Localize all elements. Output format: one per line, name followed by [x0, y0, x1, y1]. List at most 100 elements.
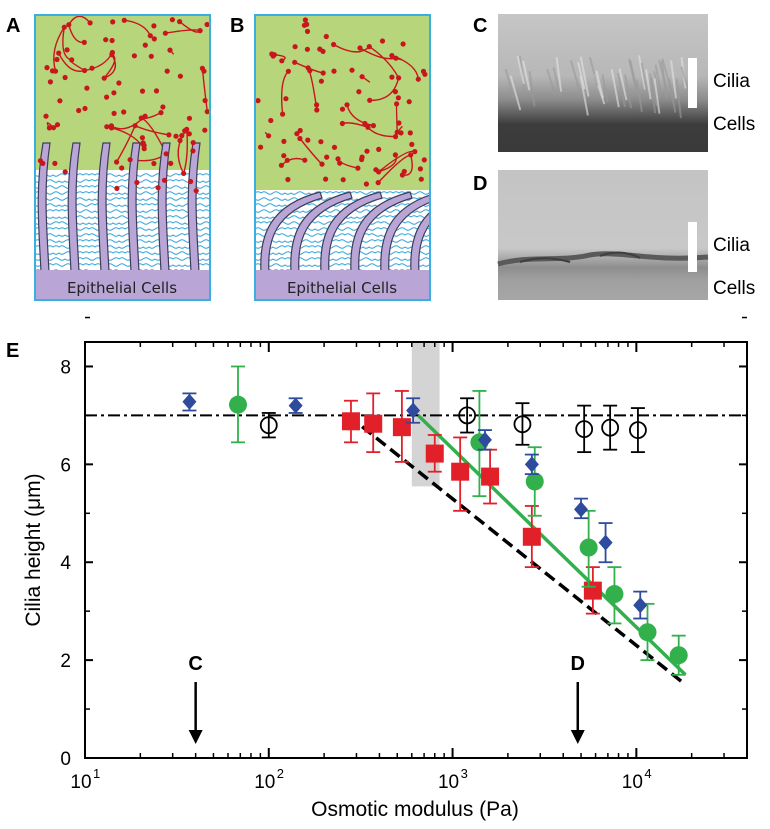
- cilium: [187, 142, 201, 273]
- crosslink: [201, 68, 207, 74]
- pcl-wave: [35, 233, 210, 237]
- crosslink: [376, 169, 382, 175]
- crosslink: [66, 22, 72, 28]
- cilia-texture: [509, 75, 522, 111]
- crosslink: [392, 89, 398, 95]
- cilia-texture: [653, 71, 661, 99]
- cilia-texture: [569, 60, 581, 91]
- crosslink: [190, 140, 196, 146]
- data-point-square: [481, 467, 500, 486]
- crosslink: [320, 70, 326, 76]
- pcl-wave: [255, 263, 430, 267]
- data-point-square: [451, 462, 470, 481]
- y-tick-label: 6: [60, 455, 71, 476]
- crosslink: [255, 98, 261, 104]
- crosslink: [147, 33, 153, 39]
- crosslink: [281, 138, 287, 144]
- crosslink: [134, 179, 140, 186]
- crosslink: [392, 152, 398, 158]
- crosslink: [294, 131, 300, 137]
- y-tick-label: 0: [60, 749, 71, 770]
- crosslink: [285, 68, 291, 74]
- crosslink: [188, 178, 194, 185]
- cilium: [320, 191, 383, 273]
- crosslink: [339, 120, 345, 127]
- x-axis-label: Osmotic modulus (Pa): [311, 798, 519, 821]
- crosslink: [151, 160, 157, 167]
- crosslink: [140, 140, 146, 146]
- x-tick-label: 10: [438, 772, 459, 793]
- data-point-diamond: [524, 456, 539, 473]
- crosslink: [258, 144, 264, 150]
- crosslink: [394, 101, 400, 107]
- pcl-wave: [255, 221, 430, 225]
- crosslink: [281, 153, 287, 159]
- x-tick-label: 10: [254, 772, 275, 793]
- error-bar: [630, 407, 645, 454]
- polymer-strand: [103, 54, 117, 79]
- cilium: [67, 142, 81, 273]
- crosslink: [395, 95, 401, 101]
- crosslink: [132, 123, 138, 129]
- crosslink: [284, 157, 290, 163]
- crosslink: [168, 160, 174, 166]
- pcl-wave: [35, 221, 210, 225]
- crosslink: [323, 176, 329, 182]
- cilium: [410, 211, 430, 273]
- cilia-texture: [670, 60, 677, 99]
- crosslink: [109, 52, 115, 58]
- polymer-strand: [369, 77, 400, 102]
- data-point-square: [522, 527, 541, 546]
- crosslink: [344, 102, 350, 108]
- cilia-texture: [579, 76, 589, 116]
- crosslink: [186, 115, 193, 121]
- cilia-texture: [635, 79, 643, 113]
- cilia-texture: [638, 55, 646, 90]
- cilia-texture: [522, 60, 531, 91]
- data-point-open-circle: [601, 418, 620, 437]
- crosslink: [61, 24, 67, 30]
- crosslink: [297, 135, 303, 142]
- crosslink: [370, 123, 376, 129]
- crosslink: [104, 124, 110, 130]
- crosslink: [339, 106, 346, 112]
- data-point-circle: [229, 395, 248, 414]
- data-point-diamond: [574, 501, 589, 518]
- crosslink: [401, 168, 407, 175]
- crosslink: [305, 137, 311, 143]
- crosslink: [421, 157, 427, 163]
- cilium: [260, 191, 323, 273]
- pcl-wave: [35, 203, 210, 207]
- crosslink: [307, 68, 313, 74]
- crosslink: [69, 57, 75, 63]
- crosslink: [418, 176, 424, 182]
- error-bar: [515, 402, 530, 446]
- data-point-open-circle: [629, 421, 647, 439]
- crosslink: [139, 88, 146, 94]
- crosslink: [396, 75, 402, 81]
- crosslink: [366, 44, 372, 50]
- cilia-texture: [528, 70, 536, 107]
- crosslink: [304, 28, 311, 34]
- data-point-diamond: [633, 597, 648, 614]
- pcl-wave: [35, 251, 210, 255]
- pcl-wave: [255, 227, 430, 231]
- polymer-crosslinks: [37, 17, 210, 194]
- cilia-texture: [577, 62, 586, 90]
- cilia-texture: [661, 58, 672, 89]
- crosslink: [393, 55, 399, 61]
- crosslink: [283, 96, 289, 102]
- pcl-wave: [35, 191, 210, 195]
- panel-b-cells-label: Epithelial Cells: [287, 279, 397, 297]
- crosslink: [202, 97, 208, 104]
- panel-label-a: A: [6, 15, 20, 37]
- crosslink: [389, 53, 395, 59]
- polymer-strand: [333, 43, 370, 53]
- crosslink: [396, 120, 402, 126]
- crosslink: [324, 154, 330, 160]
- data-point-circle: [605, 585, 624, 604]
- crosslink: [363, 181, 369, 187]
- crosslink: [186, 131, 192, 137]
- crosslink: [44, 65, 50, 71]
- pcl-wave: [35, 179, 210, 183]
